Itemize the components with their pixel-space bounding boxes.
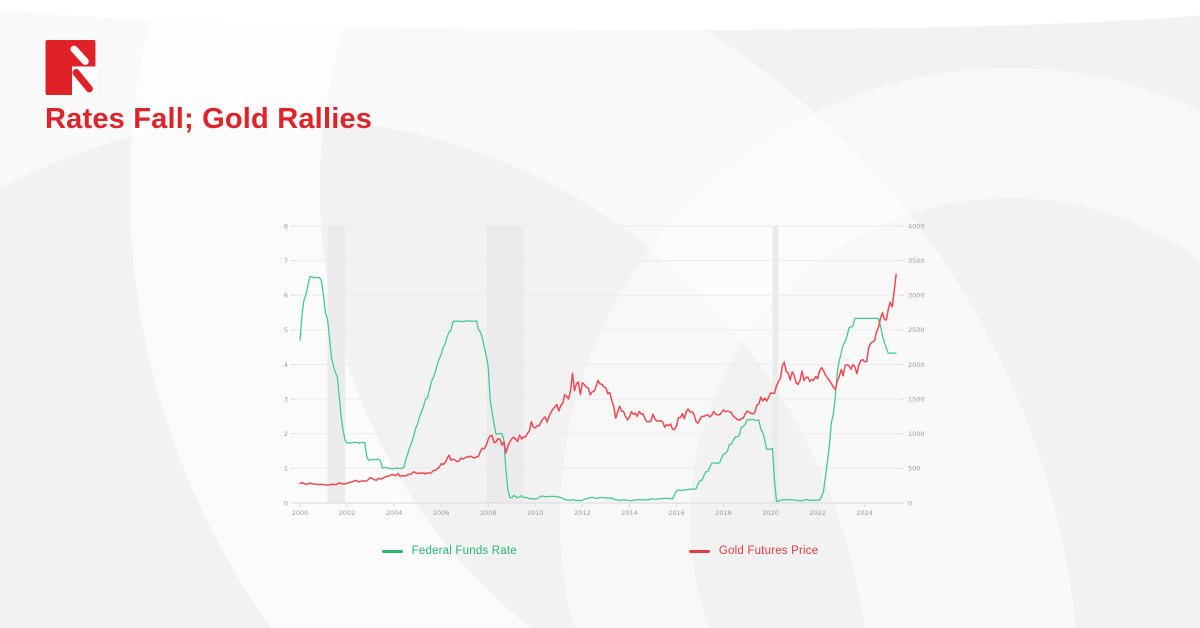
- y-right-tick-label: 2000: [908, 361, 925, 369]
- y-left-tick-label: 4: [284, 361, 288, 369]
- y-right-tick-label: 1000: [908, 430, 925, 438]
- x-tick-label: 2014: [621, 509, 638, 517]
- x-tick-label: 2020: [762, 509, 779, 517]
- y-left-tick-label: 1: [284, 465, 288, 473]
- x-tick-label: 2024: [856, 509, 873, 517]
- legend-swatch-fed-funds: [381, 549, 403, 553]
- y-right-tick-label: 500: [908, 465, 920, 473]
- page-title: Rates Fall; Gold Rallies: [45, 103, 373, 135]
- x-tick-label: 2016: [668, 509, 685, 517]
- x-tick-label: 2010: [527, 509, 544, 517]
- y-right-tick-label: 1500: [908, 395, 925, 403]
- y-right-tick-label: 3000: [908, 292, 925, 300]
- x-tick-label: 2000: [292, 509, 309, 517]
- y-left-tick-label: 6: [284, 292, 288, 300]
- y-left-tick-label: 2: [284, 430, 288, 438]
- x-tick-label: 2002: [339, 509, 356, 517]
- brand-logo-icon: [45, 40, 99, 98]
- legend-item-gold-futures: Gold Futures Price: [688, 545, 819, 557]
- y-left-tick-label: 7: [284, 257, 288, 265]
- y-left-tick-label: 3: [284, 395, 288, 403]
- y-left-tick-label: 8: [284, 222, 288, 230]
- x-tick-label: 2018: [715, 509, 732, 517]
- y-left-tick-label: 5: [284, 326, 288, 334]
- federal-funds-rate-line: [299, 275, 897, 502]
- y-right-tick-label: 2500: [908, 326, 925, 334]
- legend-item-fed-funds-rate: Federal Funds Rate: [381, 545, 517, 557]
- x-tick-label: 2004: [386, 509, 403, 517]
- y-right-tick-label: 4000: [908, 222, 925, 230]
- legend-label-fed-funds: Federal Funds Rate: [411, 545, 517, 557]
- dual-axis-chart: 0 1 2 3 4 5 6 7 8 0 500 1000 1500 2000 2500 3000 3500 400…: [284, 222, 925, 517]
- y-left-tick-label: 0: [284, 499, 288, 507]
- x-tick-label: 2022: [809, 509, 826, 517]
- x-tick-label: 2008: [480, 509, 497, 517]
- gold-futures-price-line: [299, 273, 897, 486]
- y-right-tick-label: 0: [908, 499, 912, 507]
- logo-red-slash: [72, 69, 93, 93]
- legend-label-gold-futures: Gold Futures Price: [718, 545, 819, 557]
- brand-logo: [45, 40, 99, 98]
- legend-swatch-gold-futures: [688, 549, 710, 553]
- y-right-tick-label: 3500: [908, 257, 925, 265]
- logo-white-slash: [70, 45, 89, 65]
- x-tick-label: 2006: [433, 509, 450, 517]
- chart-legend: Federal Funds Rate Gold Futures Price: [260, 545, 940, 557]
- x-tick-label: 2012: [574, 509, 591, 517]
- chart-area: 0 1 2 3 4 5 6 7 8 0 500 1000 1500 2000 2500 3000 3500 400…: [260, 213, 940, 525]
